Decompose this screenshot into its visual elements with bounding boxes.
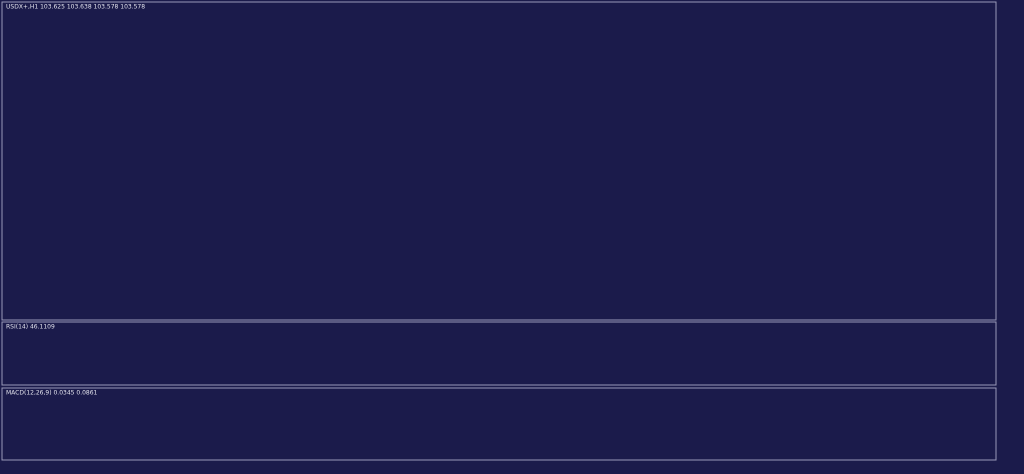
macd-title: MACD(12,26,9) 0.0345 0.0861 (6, 390, 98, 397)
main-title: USDX+,H1 103.625 103.638 103.578 103.578 (6, 4, 145, 11)
rsi-panel-frame (1, 321, 997, 386)
macd-panel-frame (1, 387, 997, 461)
rsi-title: RSI(14) 46.1109 (6, 324, 55, 331)
main-panel-frame (1, 1, 997, 321)
